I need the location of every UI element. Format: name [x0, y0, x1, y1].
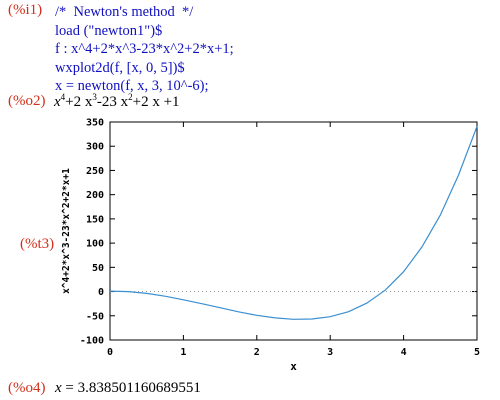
output-polynomial: x4+2 x3-23 x2+2 x +1: [54, 92, 180, 111]
series-line: [109, 126, 478, 320]
poly-term: +2 x +1: [132, 94, 180, 110]
input-line-load: load ("newton1")$: [55, 22, 163, 39]
output-label-o2: (%o2): [8, 93, 46, 109]
input-line-comment: /* Newton's method */: [55, 4, 194, 20]
result-variable: x: [55, 380, 62, 396]
poly-term: +2 x: [65, 94, 93, 110]
result-value: = 3.838501160689551: [61, 380, 201, 396]
y-tick-label: 250: [86, 166, 104, 177]
x-tick-label: 2: [254, 347, 260, 358]
poly-exponent: 4: [60, 92, 66, 102]
input-cell[interactable]: /* Newton's method */ load ("newton1")$ …: [55, 3, 234, 96]
x-tick-label: 3: [327, 347, 333, 358]
y-tick-label: 300: [86, 142, 104, 153]
line-chart: 0 1 2 3 4 5 -100 -50 0 50 100 150 200 250 300 350 x x^4+2…: [61, 118, 480, 374]
y-tick-label: 50: [92, 263, 104, 274]
input-line-plot: wxplot2d(f, [x, 0, 5])$: [55, 59, 185, 76]
poly-exponent: 2: [128, 92, 133, 102]
newton-result: x = 3.838501160689551: [55, 380, 201, 397]
plot-area: 0 1 2 3 4 5 -100 -50 0 50 100 150 200 250 300 350 x x^4+2…: [55, 110, 495, 378]
poly-term: -23 x: [96, 94, 129, 110]
output-label-o4: (%o4): [8, 380, 46, 396]
x-axis-label: x: [290, 360, 297, 373]
poly-term: x: [54, 94, 61, 110]
y-axis-label: x^4+2*x^3-23*x^2+2*x+1: [61, 168, 72, 294]
output-label-t3: (%t3): [20, 236, 55, 252]
input-label: (%i1): [8, 2, 43, 18]
x-tick-label: 5: [474, 347, 480, 358]
y-tick-label: -50: [86, 311, 104, 322]
y-tick-label: 0: [98, 287, 104, 298]
y-tick-label: 350: [86, 118, 104, 129]
y-tick-label: 150: [86, 214, 104, 225]
x-tick-label: 1: [180, 347, 186, 358]
input-line-function: f : x^4+2*x^3-23*x^2+2*x+1;: [55, 41, 234, 57]
y-tick-label: 200: [86, 190, 104, 201]
input-line-newton: x = newton(f, x, 3, 10^-6);: [55, 78, 209, 94]
x-tick-label: 0: [107, 347, 113, 358]
poly-exponent: 3: [92, 92, 97, 102]
plot-frame: [109, 121, 478, 341]
y-tick-label: 100: [86, 239, 104, 250]
y-tick-label: -100: [80, 336, 104, 347]
x-tick-label: 4: [401, 347, 407, 358]
